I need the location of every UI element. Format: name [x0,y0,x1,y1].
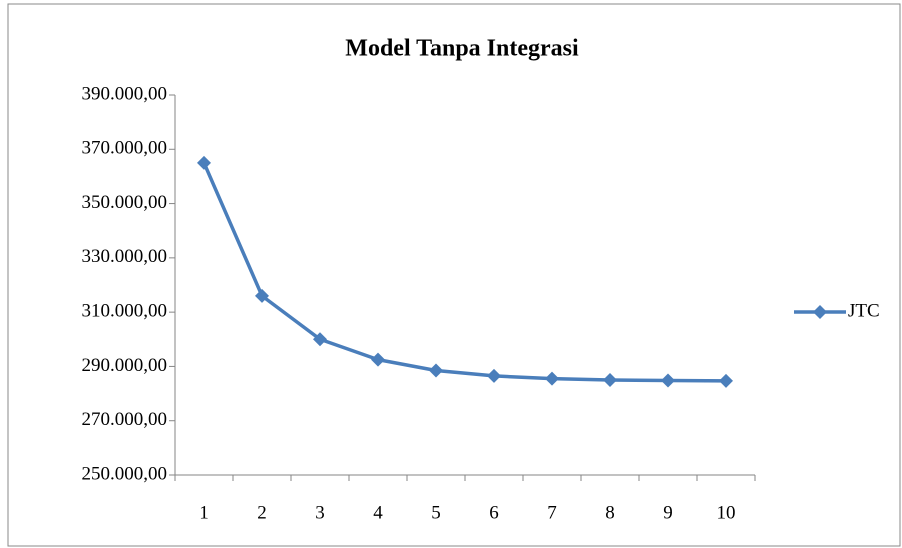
point-marker [371,352,385,367]
y-tick-label: 290.000,00 [82,355,168,376]
x-tick-label: 9 [663,502,673,523]
x-tick-label: 6 [489,502,499,523]
point-marker [719,373,733,388]
point-marker [661,373,675,388]
y-tick-label: 390.000,00 [82,83,168,104]
y-tick-label: 370.000,00 [82,138,168,159]
y-tick-label: 350.000,00 [82,192,168,213]
chart-title: Model Tanpa Integrasi [345,36,579,62]
point-marker [487,368,501,383]
y-tick-label: 330.000,00 [82,246,168,267]
point-marker [429,363,443,378]
y-tick-label: 310.000,00 [82,301,168,322]
x-tick-label: 7 [547,502,557,523]
x-tick-label: 2 [257,502,267,523]
x-tick-label: 1 [199,502,209,523]
point-marker [603,373,617,387]
x-tick-label: 4 [373,502,383,523]
x-tick-label: 5 [431,502,441,523]
series-line [202,162,727,383]
x-tick-label: 10 [717,502,736,523]
point-marker [313,332,327,347]
legend-marker [813,305,827,319]
point-marker [545,371,559,386]
legend-label: JTC [848,300,880,321]
x-tick-label: 8 [605,502,615,523]
x-tick-label: 3 [315,502,325,523]
y-tick-label: 270.000,00 [82,409,168,430]
point-marker [255,288,269,303]
chart-frame [7,3,901,547]
point-marker [197,155,211,170]
y-tick-label: 250.000,00 [82,463,168,484]
